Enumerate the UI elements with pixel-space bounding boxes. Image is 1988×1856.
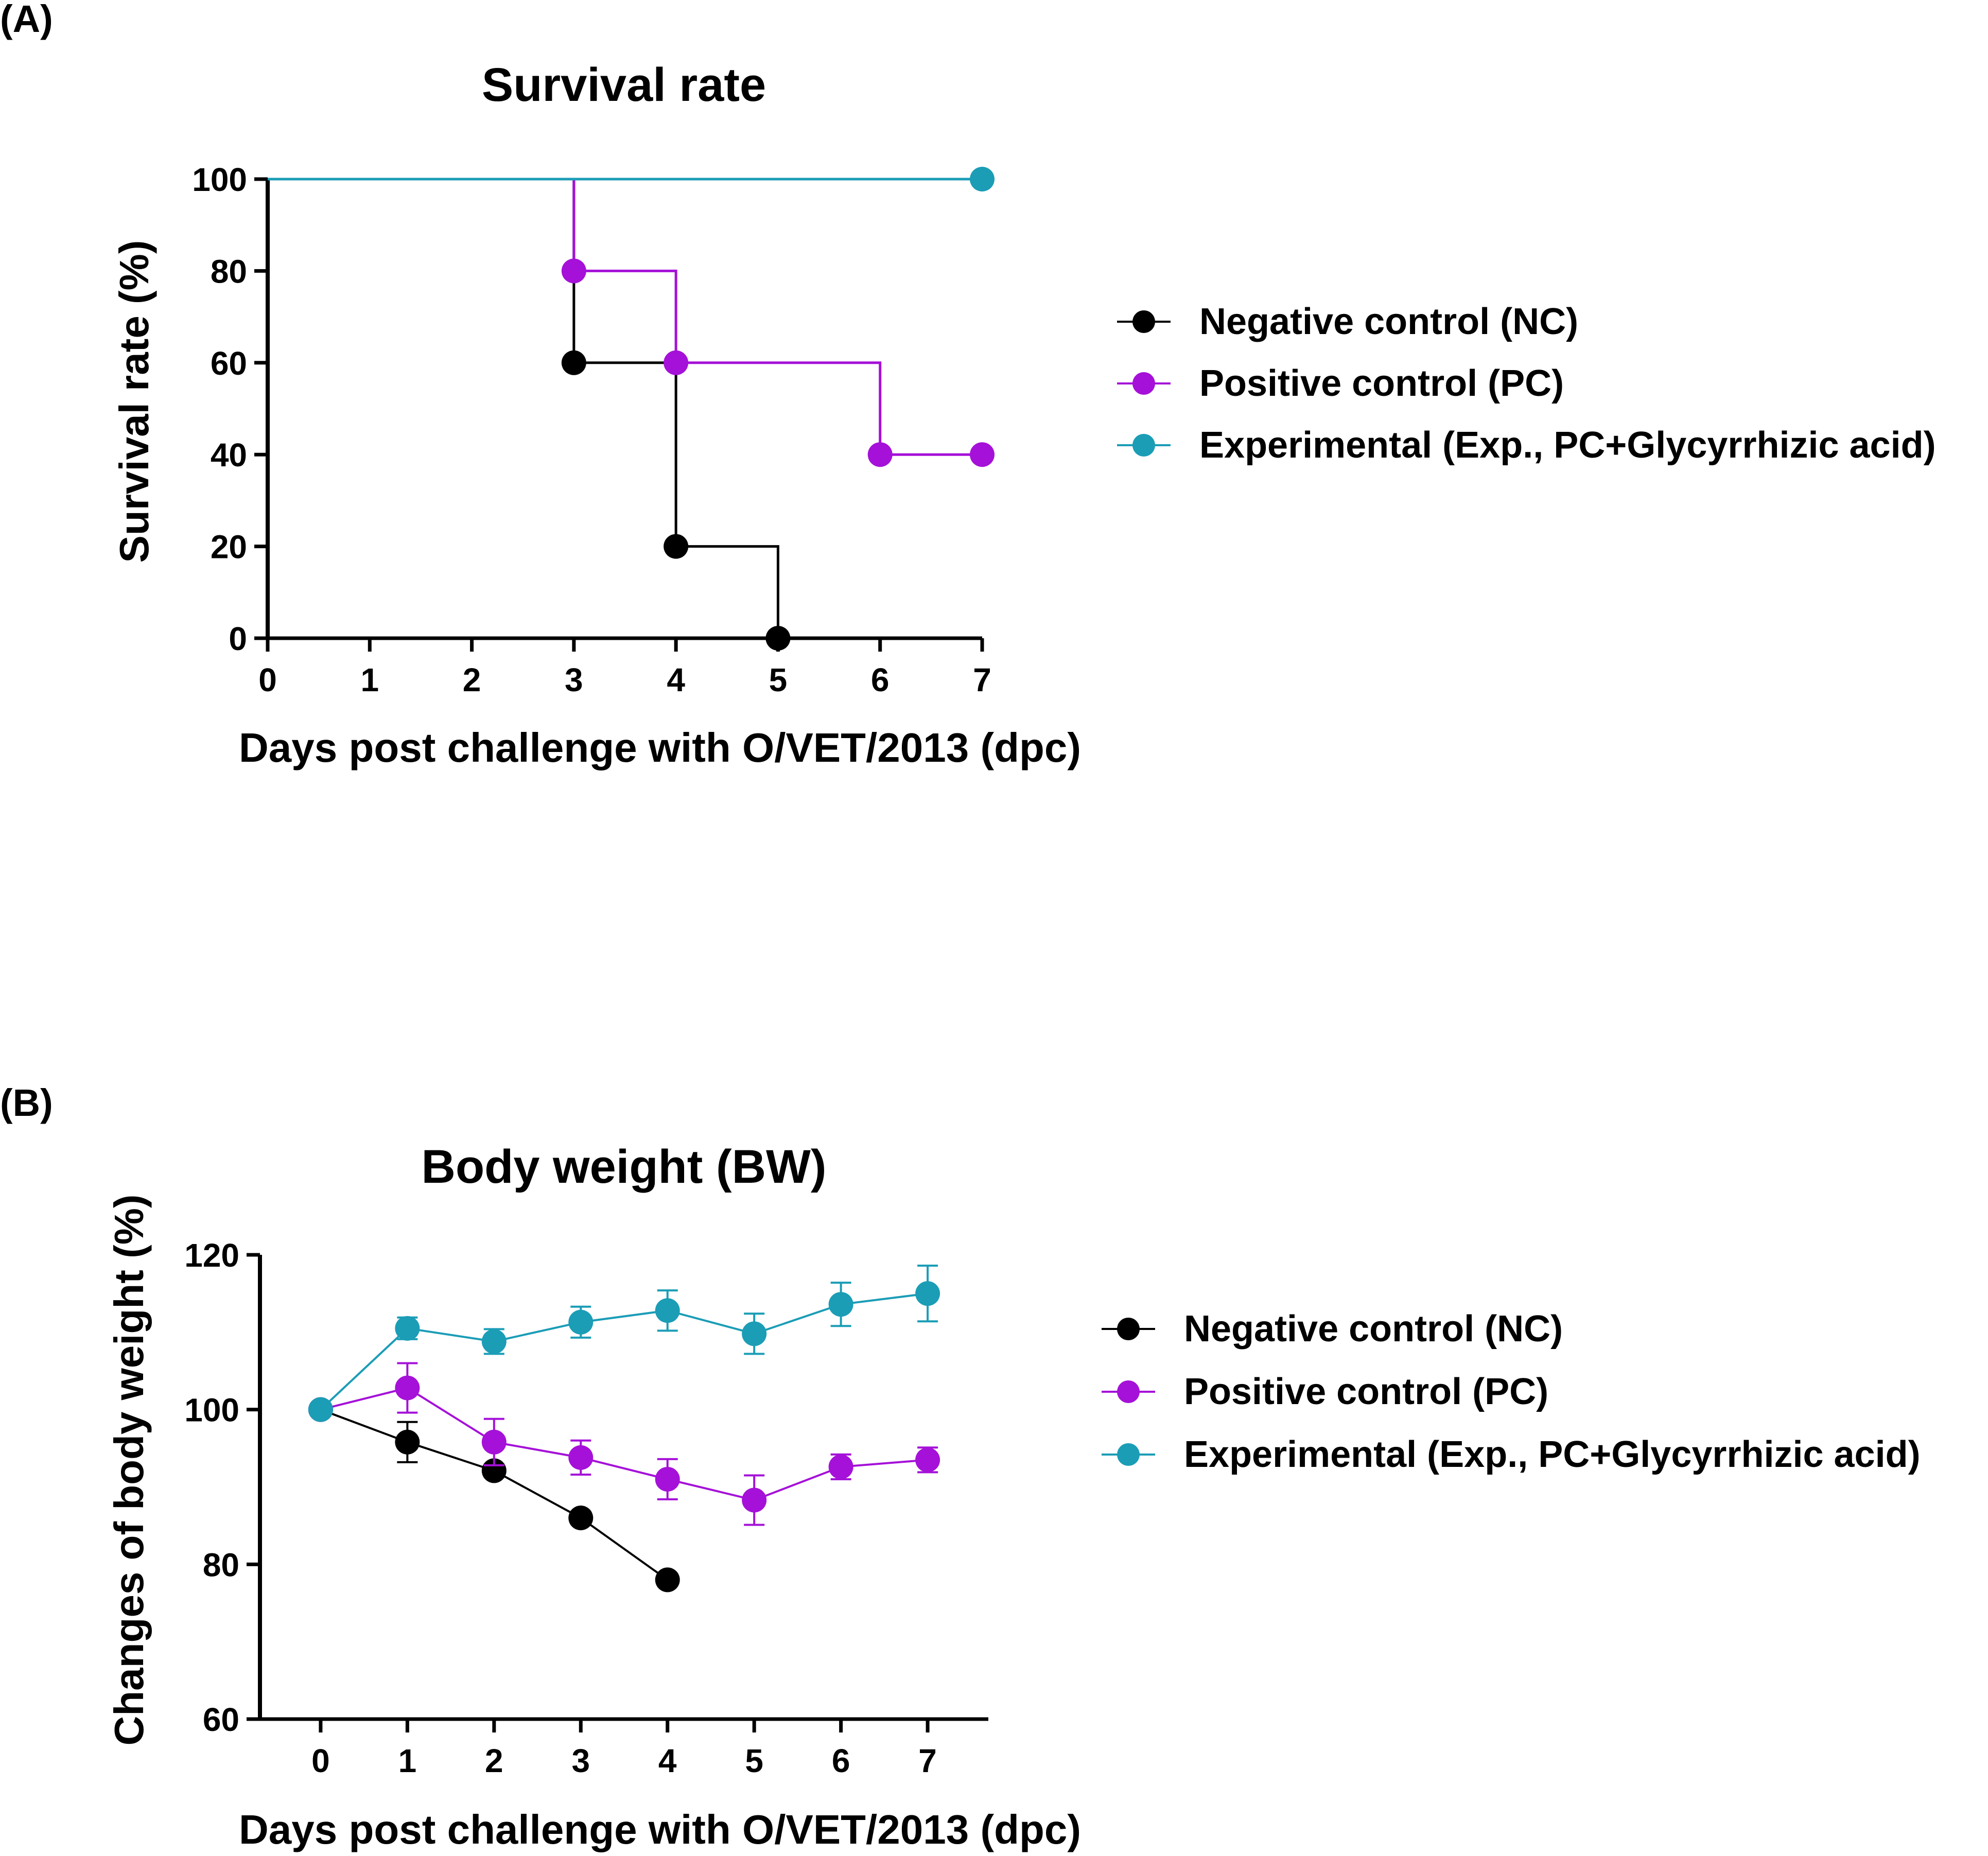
chart-a-axes: 0 20 40 60 80 100 0 1 2 3 4 5 6 7 [192, 161, 991, 698]
chart-b-series-exp-line [320, 1292, 928, 1411]
chart-b-series-exp-point [742, 1321, 767, 1346]
chart-b-series-exp-point [395, 1316, 420, 1341]
chart-a-series-pc-point [664, 350, 689, 375]
chart-a-y-tick-label: 20 [211, 529, 247, 566]
chart-a-series-pc-point [867, 442, 893, 467]
chart-b-y-tick-label: 60 [203, 1701, 239, 1738]
chart-b-x-tick-label: 4 [658, 1742, 677, 1779]
chart-b-series-nc-point [655, 1567, 680, 1592]
panel-a-label: (A) [0, 0, 53, 40]
chart-b-legend: Negative control (NC) Positive control (P… [1102, 1308, 1921, 1475]
chart-b-x-tick-label: 7 [918, 1742, 937, 1779]
chart-b-series-pc-line [320, 1387, 928, 1501]
chart-a-series-pc-line [268, 178, 982, 456]
chart-b-title: Body weight (BW) [422, 1141, 827, 1193]
chart-a-xlabel: Days post challenge with O/VET/2013 (dpc… [239, 725, 1081, 771]
chart-a-plot [268, 167, 995, 651]
chart-a-y-tick-label: 0 [229, 620, 247, 657]
chart-a-legend-label-pc: Positive control (PC) [1199, 363, 1564, 404]
chart-b-x-tick-label: 0 [311, 1742, 330, 1779]
chart-a-series-pc-point [970, 442, 995, 467]
chart-b-y-tick-label: 100 [184, 1392, 239, 1429]
chart-b-x-tick-label: 1 [398, 1742, 417, 1779]
chart-b-series-pc-point [828, 1454, 853, 1479]
chart-a-series-nc-point [765, 626, 791, 651]
chart-b-series-pc-point [395, 1375, 420, 1400]
chart-a-legend-marker-nc [1132, 310, 1155, 333]
chart-b-legend-label-pc: Positive control (PC) [1184, 1371, 1548, 1412]
chart-a-legend-marker-exp [1132, 434, 1155, 457]
chart-b-legend-label-nc: Negative control (NC) [1184, 1308, 1563, 1350]
chart-a-x-tick-label: 0 [258, 661, 277, 698]
chart-b-series-pc-point [568, 1445, 594, 1470]
chart-b-series-exp-point [655, 1298, 680, 1323]
chart-a-y-tick-label: 100 [192, 161, 247, 198]
chart-b-series-nc-point [568, 1505, 594, 1531]
chart-b-x-tick-label: 6 [832, 1742, 850, 1779]
chart-a-x-tick-label: 6 [871, 661, 890, 698]
chart-a-x-tick-label: 5 [769, 661, 788, 698]
panel-b-label: (B) [0, 1081, 53, 1124]
chart-b-series-pc-point [742, 1487, 767, 1513]
chart-a-legend-label-exp: Experimental (Exp., PC+Glycyrrhizic acid… [1199, 425, 1936, 466]
chart-b-x-tick-label: 3 [571, 1742, 590, 1779]
chart-a-y-tick-label: 60 [211, 345, 247, 382]
chart-a-series-nc-point [664, 534, 689, 559]
chart-a-x-tick-label: 1 [360, 661, 379, 698]
chart-a-legend-marker-pc [1132, 372, 1155, 395]
chart-b-series-exp-point [915, 1281, 940, 1306]
chart-b-axes: 60 80 100 120 0 1 2 3 4 5 6 7 [184, 1237, 988, 1779]
chart-b-ylabel: Changes of body weight (%) [106, 1194, 152, 1745]
chart-b-x-tick-label: 2 [485, 1742, 503, 1779]
chart-b-series-pc-point [655, 1466, 680, 1492]
chart-a-x-tick-label: 4 [667, 661, 685, 698]
chart-b-series-exp-point [481, 1329, 507, 1354]
chart-b-y-tick-label: 120 [184, 1237, 239, 1274]
chart-b-series-pc-point [481, 1429, 507, 1455]
chart-b-series-pc-point [915, 1447, 940, 1473]
chart-a-y-tick-label: 40 [211, 436, 247, 474]
chart-a-title: Survival rate [482, 59, 766, 111]
chart-b-series-exp-point [828, 1292, 853, 1317]
chart-b-series-exp-point [308, 1397, 333, 1422]
chart-b-legend-marker-pc [1117, 1380, 1140, 1403]
chart-b-y-tick-label: 80 [203, 1546, 239, 1583]
chart-b-series-nc-point [395, 1429, 420, 1455]
chart-a-series-pc-point [561, 258, 586, 284]
chart-a-x-tick-label: 3 [565, 661, 583, 698]
chart-a-series-nc-line [268, 178, 779, 638]
chart-b-plot [308, 1265, 940, 1592]
chart-a-x-tick-label: 7 [973, 661, 991, 698]
chart-a-series-exp-point [970, 167, 995, 191]
chart-b-legend-marker-exp [1117, 1443, 1140, 1466]
chart-b-xlabel: Days post challenge with O/VET/2013 (dpc… [239, 1807, 1081, 1852]
panel-b: (B) Body weight (BW) Days post challenge… [0, 1081, 1921, 1852]
chart-b-x-tick-label: 5 [745, 1742, 763, 1779]
chart-b-legend-marker-nc [1117, 1318, 1140, 1340]
chart-b-legend-label-exp: Experimental (Exp., PC+Glycyrrhizic acid… [1184, 1434, 1921, 1475]
chart-a-legend: Negative control (NC) Positive control (P… [1117, 301, 1936, 466]
chart-a-ylabel: Survival rate (%) [111, 240, 157, 563]
panel-a: (A) Survival rate Days post challenge wi… [0, 0, 1936, 771]
chart-a-series-nc-point [561, 350, 586, 375]
chart-a-y-tick-label: 80 [211, 253, 247, 290]
chart-a-legend-label-nc: Negative control (NC) [1199, 301, 1578, 342]
chart-b-series-exp-point [568, 1309, 594, 1335]
chart-a-x-tick-label: 2 [463, 661, 481, 698]
